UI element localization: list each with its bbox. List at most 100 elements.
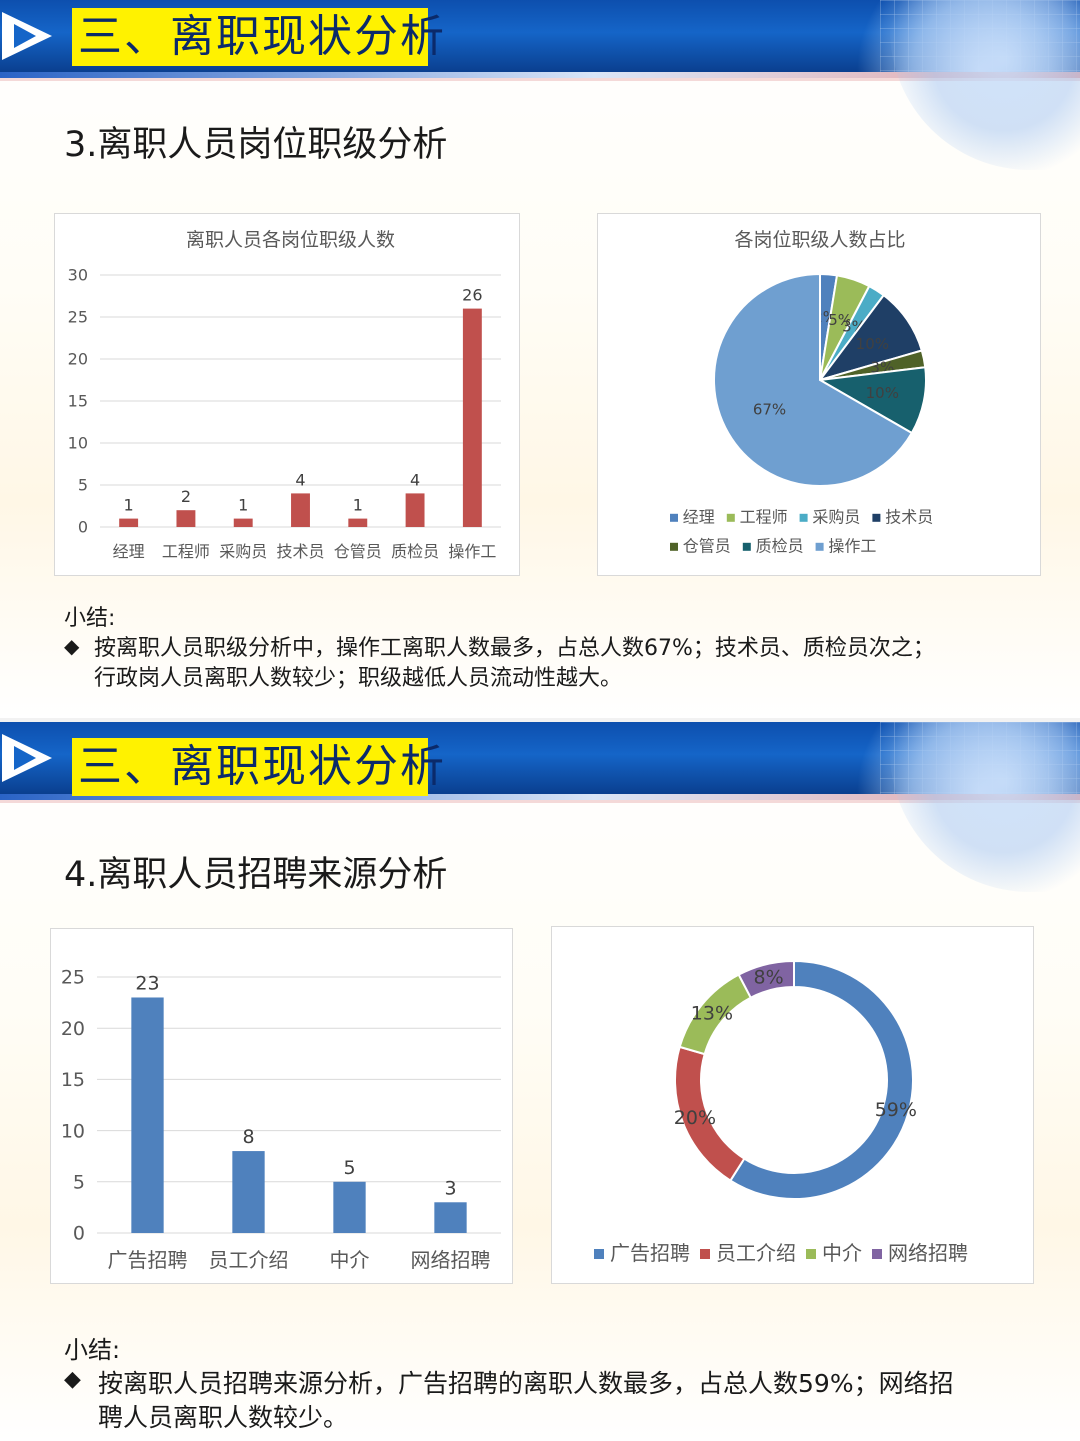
y-tick-label: 15 bbox=[61, 1069, 85, 1091]
summary-label: 小结: bbox=[64, 606, 116, 631]
slice-label: 5% bbox=[828, 311, 852, 329]
slice-label: 20% bbox=[674, 1107, 716, 1129]
data-label: 3 bbox=[444, 1177, 456, 1199]
data-label: 23 bbox=[135, 972, 159, 994]
pie-slice bbox=[737, 959, 795, 1000]
summary-bullet: ◆ 按离职人员职级分析中，操作工离职人数最多，占总人数67%；技术员、质检员次之… bbox=[64, 634, 1024, 694]
pie-chart-panel: 各岗位职级人数占比 2% 5% 3% 10% 3% 10% 67% 经理 工程师 采购员 技术员 仓管员… bbox=[597, 213, 1041, 576]
legend-label: 质检员 bbox=[756, 537, 804, 556]
legend-label: 广告招聘 bbox=[610, 1241, 690, 1265]
y-tick-label: 0 bbox=[73, 1223, 85, 1245]
slice-label: 59% bbox=[875, 1099, 917, 1121]
legend-swatch bbox=[799, 513, 808, 522]
legend-label: 网络招聘 bbox=[888, 1241, 968, 1265]
summary-label: 小结: bbox=[64, 1336, 121, 1364]
legend-swatch bbox=[872, 1249, 882, 1259]
doughnut-chart-recruit-source: 59% 20% 13% 8% 广告招聘 员工介绍 中介 网络招聘 bbox=[594, 959, 968, 1265]
header-stripe-thin bbox=[0, 78, 1080, 81]
summary-line: 行政岗人员离职人数较少；职级越低人员流动性越大。 bbox=[94, 666, 623, 691]
bar-chart-recruit-source: 0 5 10 15 20 25 23 广告招聘 8 员工介绍 5 中介 3 网络招聘 bbox=[61, 967, 501, 1272]
bar-chart-panel: 离职人员各岗位职级人数 0 5 10 15 20 25 30 1 经理 2 工程师 1 采购员 4 技术员 1 仓… bbox=[54, 213, 520, 576]
data-label: 4 bbox=[410, 470, 420, 489]
legend-label: 员工介绍 bbox=[716, 1241, 796, 1265]
summary-line: 按离职人员招聘来源分析，广告招聘的离职人数最多，占总人数59%；网络招 bbox=[98, 1369, 954, 1398]
data-label: 1 bbox=[124, 496, 134, 515]
slice-label: 10% bbox=[866, 384, 899, 402]
globe-decoration bbox=[890, 0, 1080, 170]
x-tick-label: 经理 bbox=[113, 542, 145, 561]
y-tick-label: 10 bbox=[68, 434, 88, 453]
data-label: 2 bbox=[181, 487, 191, 506]
bar bbox=[333, 1181, 366, 1233]
legend-label: 仓管员 bbox=[683, 537, 731, 556]
legend-swatch bbox=[815, 542, 824, 551]
x-tick-label: 仓管员 bbox=[334, 542, 382, 561]
legend-label: 经理 bbox=[683, 508, 715, 527]
slice-label: 67% bbox=[753, 400, 786, 418]
data-label: 26 bbox=[462, 286, 482, 305]
y-tick-label: 10 bbox=[61, 1120, 85, 1142]
y-tick-label: 20 bbox=[61, 1018, 85, 1040]
slice-label: 13% bbox=[691, 1003, 733, 1025]
summary-block: 小结: ◆ 按离职人员招聘来源分析，广告招聘的离职人数最多，占总人数59%；网络… bbox=[64, 1330, 1034, 1435]
legend-swatch bbox=[872, 513, 881, 522]
legend-swatch bbox=[670, 542, 678, 551]
page-subtitle: 4.离职人员招聘来源分析 bbox=[64, 855, 448, 895]
legend-label: 采购员 bbox=[812, 508, 860, 527]
section-title: 三、离职现状分析 bbox=[72, 8, 444, 66]
x-tick-label: 广告招聘 bbox=[108, 1248, 188, 1272]
slide-job-level: 三、离职现状分析 3.离职人员岗位职级分析 离职人员各岗位职级人数 0 5 10 15 2… bbox=[0, 0, 1080, 718]
data-label: 8 bbox=[242, 1126, 254, 1148]
summary-text: 按离职人员职级分析中，操作工离职人数最多，占总人数67%；技术员、质检员次之； … bbox=[94, 634, 935, 694]
bar bbox=[233, 518, 253, 527]
header-stripe bbox=[0, 794, 1080, 800]
chart-title: 各岗位职级人数占比 bbox=[734, 229, 905, 251]
legend-label: 操作工 bbox=[828, 537, 876, 556]
legend-swatch bbox=[594, 1249, 604, 1259]
x-tick-label: 中介 bbox=[330, 1248, 370, 1272]
slice-label: 8% bbox=[754, 967, 784, 989]
legend-label: 中介 bbox=[822, 1241, 862, 1265]
x-tick-label: 工程师 bbox=[162, 542, 210, 561]
x-tick-label: 技术员 bbox=[276, 542, 324, 561]
bar bbox=[462, 308, 482, 527]
pie-slice bbox=[713, 272, 914, 487]
slice-label: 10% bbox=[856, 335, 889, 353]
section-title: 三、离职现状分析 bbox=[72, 738, 444, 796]
legend-swatch bbox=[670, 513, 678, 522]
slide-recruit-source: 三、离职现状分析 4.离职人员招聘来源分析 0 5 10 15 20 25 23 广告招聘 8 员… bbox=[0, 722, 1080, 1441]
pie-slice bbox=[729, 959, 914, 1200]
slide-separator bbox=[0, 718, 1080, 722]
data-label: 4 bbox=[295, 470, 305, 489]
y-tick-label: 5 bbox=[73, 1171, 85, 1193]
header-stripe-thin bbox=[0, 800, 1080, 803]
legend-label: 工程师 bbox=[740, 508, 788, 527]
x-tick-label: 员工介绍 bbox=[209, 1248, 289, 1272]
summary-bullet: ◆ 按离职人员招聘来源分析，广告招聘的离职人数最多，占总人数59%；网络招 聘人… bbox=[64, 1367, 1034, 1435]
chart-title: 离职人员各岗位职级人数 bbox=[186, 229, 395, 251]
x-tick-label: 操作工 bbox=[448, 542, 496, 561]
summary-line: 聘人员离职人数较少。 bbox=[98, 1403, 349, 1432]
play-arrow-icon bbox=[2, 12, 52, 60]
data-label: 1 bbox=[353, 496, 363, 515]
diamond-bullet-icon: ◆ bbox=[64, 1367, 81, 1392]
header-stripe bbox=[0, 72, 1080, 78]
bar bbox=[291, 493, 310, 527]
y-tick-label: 25 bbox=[68, 308, 88, 327]
summary-line: 按离职人员职级分析中，操作工离职人数最多，占总人数67%；技术员、质检员次之； bbox=[94, 636, 935, 661]
legend-swatch bbox=[806, 1249, 816, 1259]
bar-chart-job-level: 离职人员各岗位职级人数 0 5 10 15 20 25 30 1 经理 2 工程师 1 采购员 4 技术员 1 仓… bbox=[68, 229, 501, 561]
y-tick-label: 0 bbox=[78, 518, 88, 537]
bar bbox=[232, 1151, 265, 1233]
summary-block: 小结: ◆ 按离职人员职级分析中，操作工离职人数最多，占总人数67%；技术员、质… bbox=[64, 600, 1024, 694]
summary-text: 按离职人员招聘来源分析，广告招聘的离职人数最多，占总人数59%；网络招 聘人员离… bbox=[98, 1367, 954, 1435]
x-tick-label: 采购员 bbox=[219, 542, 267, 561]
y-tick-label: 5 bbox=[78, 476, 88, 495]
play-arrow-icon bbox=[2, 734, 52, 782]
doughnut-chart-panel: 59% 20% 13% 8% 广告招聘 员工介绍 中介 网络招聘 bbox=[551, 926, 1034, 1284]
legend-swatch bbox=[742, 542, 751, 551]
x-tick-label: 质检员 bbox=[391, 542, 439, 561]
globe-decoration bbox=[890, 722, 1080, 892]
y-tick-label: 20 bbox=[68, 350, 88, 369]
